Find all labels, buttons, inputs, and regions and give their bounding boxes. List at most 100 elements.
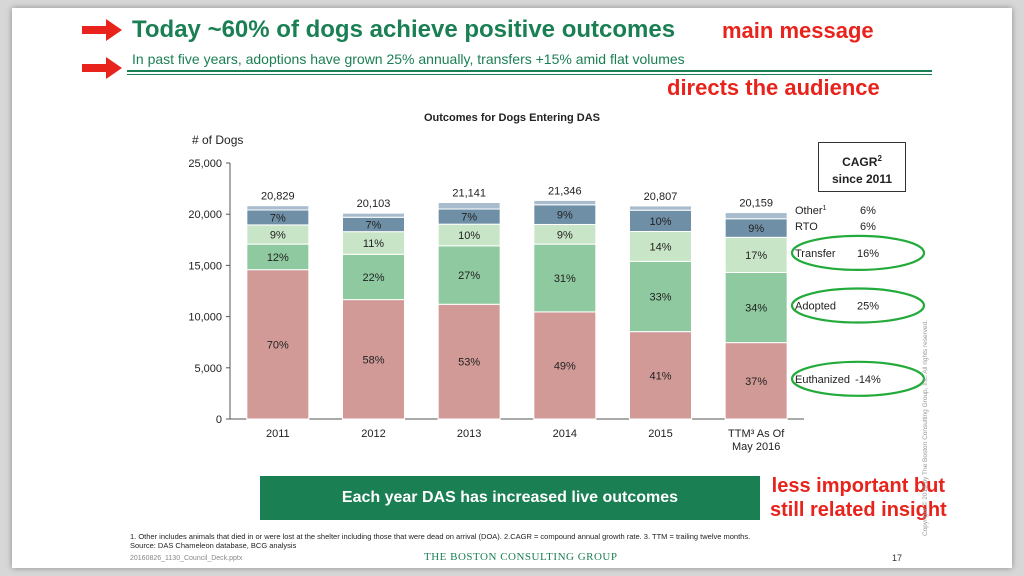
bar-segment-other xyxy=(724,212,788,220)
y-axis-label: # of Dogs xyxy=(192,133,244,147)
x-tick-label: 2013 xyxy=(457,428,481,440)
arrow-icon xyxy=(82,57,122,79)
data-label: 33% xyxy=(649,291,671,303)
page-title: Today ~60% of dogs achieve positive outc… xyxy=(132,16,676,43)
y-tick-label: 20,000 xyxy=(188,209,222,221)
annotation-less-important-line2: still related insight xyxy=(770,499,947,521)
bar-total-label: 20,159 xyxy=(739,198,773,210)
stacked-bar-chart: 0 5,000 10,000 15,000 20,000 25,000 70% 12% 9% 7%… xyxy=(82,19,926,453)
data-label: 9% xyxy=(748,223,764,235)
x-tick-label: 2012 xyxy=(361,428,385,440)
bar-total-label: 21,141 xyxy=(452,188,486,200)
legend-label-adopted: Adopted xyxy=(795,301,836,313)
data-label: 53% xyxy=(458,357,480,369)
data-label: 9% xyxy=(557,229,573,241)
data-label: 41% xyxy=(649,370,671,382)
x-tick-label: 2011 xyxy=(266,428,290,440)
title-divider-thin xyxy=(127,74,932,75)
bar-segment-other xyxy=(533,199,597,206)
cagr-title-sup: 2 xyxy=(877,154,882,163)
cagr-title: CAGR2 xyxy=(819,150,905,171)
data-label: 7% xyxy=(461,212,477,224)
bar-segment-adopted xyxy=(629,260,692,333)
cagr-subtitle: since 2011 xyxy=(831,172,893,186)
bar-segment-adopted xyxy=(533,243,597,313)
bar-segment-euthanized xyxy=(246,269,310,420)
data-label: 7% xyxy=(270,212,286,224)
data-label: 34% xyxy=(745,303,767,315)
footnote: 1. Other includes animals that died in o… xyxy=(130,532,750,550)
data-label: 58% xyxy=(362,354,384,366)
bar-segment-adopted xyxy=(342,253,405,301)
highlight-ellipse-transfer xyxy=(790,234,926,271)
copyright-notice: Copyright © 2016 by The Boston Consultin… xyxy=(922,319,929,536)
y-tick-label: 10,000 xyxy=(188,312,222,324)
insight-banner: Each year DAS has increased live outcome… xyxy=(260,476,760,520)
data-label: 10% xyxy=(649,216,671,228)
data-label: 17% xyxy=(745,250,767,262)
data-label: 9% xyxy=(557,210,573,222)
data-label: 12% xyxy=(267,252,289,264)
legend-label-transfer: Transfer xyxy=(795,248,836,260)
legend-label-other: Other1 xyxy=(795,205,827,217)
cagr-title-text: CAGR xyxy=(842,155,878,169)
cagr-value-transfer: 16% xyxy=(857,248,879,260)
bar-total-label: 20,829 xyxy=(261,191,295,203)
annotation-less-important-line1: less important but xyxy=(771,475,946,497)
bar-segment-euthanized xyxy=(342,299,405,420)
page-subtitle: In past five years, adoptions have grown… xyxy=(132,51,685,67)
legend-footnote-mark: 1 xyxy=(823,205,827,212)
annotation-main-message: main message xyxy=(722,18,874,43)
x-tick-label: TTM³ As Of xyxy=(728,428,785,440)
arrow-icon xyxy=(82,19,122,41)
data-label: 9% xyxy=(270,230,286,242)
y-tick-label: 5,000 xyxy=(194,363,222,375)
bcg-logo: THE BOSTON CONSULTING GROUP xyxy=(424,551,618,563)
highlight-ellipse-adopted xyxy=(790,287,926,324)
x-tick-label: 2014 xyxy=(553,428,577,440)
y-tick-label: 25,000 xyxy=(188,158,222,170)
bar-segment-other xyxy=(437,202,501,210)
y-tick-label: 15,000 xyxy=(188,260,222,272)
slide: Today ~60% of dogs achieve positive outc… xyxy=(12,8,1012,568)
legend-label-rto: RTO xyxy=(795,221,818,233)
chart-title: Outcomes for Dogs Entering DAS xyxy=(423,112,601,124)
cagr-value-euthanized: -14% xyxy=(855,374,881,386)
bar-total-label: 20,103 xyxy=(357,198,391,210)
bar-segment-adopted xyxy=(437,245,501,305)
footnote-line1: 1. Other includes animals that died in o… xyxy=(130,532,751,541)
bar-segment-adopted xyxy=(246,243,310,271)
bar-segment-other xyxy=(246,205,310,211)
data-label: 11% xyxy=(363,238,384,250)
bar-segment-transfer xyxy=(629,231,692,262)
x-tick-label: May 2016 xyxy=(732,441,780,453)
cagr-value-rto: 6% xyxy=(860,221,876,233)
cagr-value-other: 6% xyxy=(860,205,876,217)
file-name: 20160826_1130_Council_Deck.pptx xyxy=(130,555,243,562)
title-divider xyxy=(127,70,932,72)
data-label: 7% xyxy=(366,219,382,231)
bar-total-label: 20,807 xyxy=(644,191,678,203)
x-tick-label: 2015 xyxy=(648,428,672,440)
footnote-source: Source: DAS Chameleon database, BCG anal… xyxy=(130,541,297,550)
cagr-header-box: CAGR2 since 2011 xyxy=(818,142,906,192)
data-label: 70% xyxy=(267,339,289,351)
data-label: 27% xyxy=(458,270,480,282)
data-label: 37% xyxy=(745,376,767,388)
bar-segment-euthanized xyxy=(533,311,597,420)
data-label: 22% xyxy=(362,272,384,284)
data-label: 10% xyxy=(458,230,480,242)
page-number: 17 xyxy=(892,553,903,563)
bar-segment-other xyxy=(629,205,692,211)
data-label: 31% xyxy=(554,273,576,285)
bar-segment-euthanized xyxy=(437,303,501,420)
highlight-ellipse-euthanized xyxy=(790,360,926,397)
data-label: 14% xyxy=(649,241,671,253)
legend-label-euthanized: Euthanized xyxy=(795,374,850,386)
bar-total-label: 21,346 xyxy=(548,185,582,197)
y-tick-label: 0 xyxy=(216,414,222,426)
cagr-value-adopted: 25% xyxy=(857,301,879,313)
annotation-less-important: less important but still related insight xyxy=(770,474,947,522)
bar-segment-adopted xyxy=(724,271,788,344)
annotation-directs-audience: directs the audience xyxy=(667,75,880,100)
